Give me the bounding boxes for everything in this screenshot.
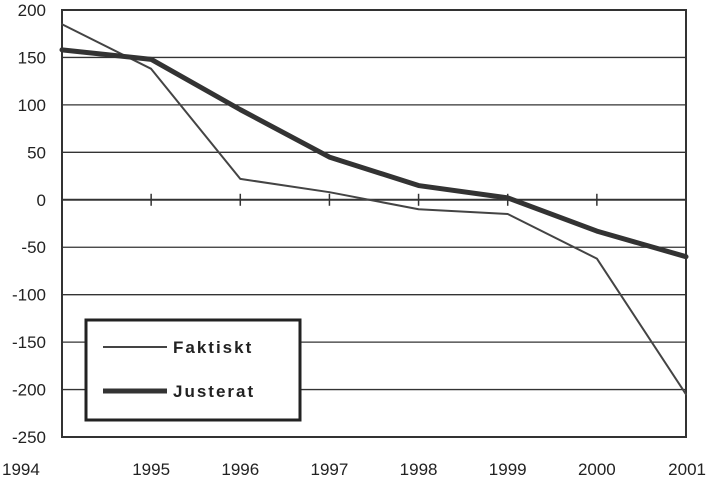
y-tick-label: 150 [18,48,46,67]
y-tick-label: -250 [12,428,46,447]
y-tick-label: 200 [18,1,46,20]
x-tick-label: 2001 [668,460,706,479]
y-axis-tick-labels: 200 150 100 50 0 -50 -100 -150 -200 -250 [12,1,46,447]
y-tick-label: 50 [27,143,46,162]
x-tick-label: 1994 [2,460,40,479]
x-tick-label: 1995 [132,460,170,479]
gridlines [61,9,687,438]
x-tick-label: 2000 [578,460,616,479]
x-tick-label: 1997 [311,460,349,479]
legend: Faktiskt Justerat [84,318,302,422]
y-tick-label: -200 [12,381,46,400]
series-line-justerat [59,47,689,260]
x-tick-label: 1999 [489,460,527,479]
y-tick-label: -100 [12,286,46,305]
y-tick-label: -50 [21,238,46,257]
x-axis-tick-labels: 1994 1995 1996 1997 1998 1999 2000 2001 [2,460,706,479]
y-tick-label: -150 [12,333,46,352]
y-tick-label: 0 [37,191,46,210]
y-tick-label: 100 [18,96,46,115]
legend-box [84,318,302,422]
series-lines [59,23,689,396]
x-tick-label: 1996 [221,460,259,479]
legend-label-faktiskt: Faktiskt [173,338,253,357]
legend-label-justerat: Justerat [173,382,255,401]
series-line-faktiskt [61,23,687,396]
x-tick-label: 1998 [400,460,438,479]
